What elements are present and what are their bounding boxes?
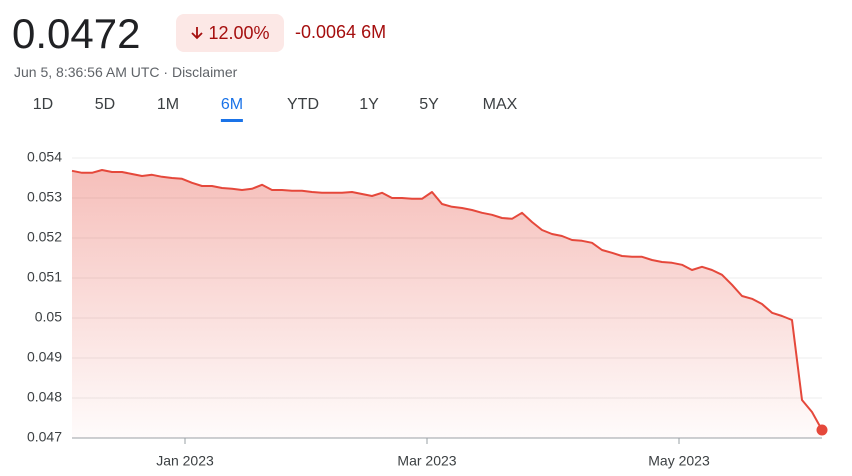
x-tick-label: Jan 2023: [156, 453, 214, 469]
area: [72, 170, 822, 438]
range-tab[interactable]: 1Y: [359, 96, 379, 113]
price-line: [71, 169, 823, 431]
y-tick-label: 0.05: [35, 309, 62, 325]
range-tab[interactable]: YTD: [287, 96, 319, 113]
x-tick-label: May 2023: [648, 453, 710, 469]
range-tab[interactable]: 6M: [220, 96, 244, 122]
price: 0.0472: [12, 10, 141, 57]
range-tab[interactable]: 1M: [156, 96, 180, 113]
change-badge: 12.00%: [176, 14, 284, 52]
change-period: 6M: [361, 22, 387, 42]
y-tick-label: 0.052: [27, 229, 62, 245]
y-tick-label: 0.047: [27, 429, 62, 445]
range-tab[interactable]: 1D: [32, 96, 54, 113]
y-tick-label: 0.051: [27, 269, 62, 285]
change-value: -0.0064: [295, 22, 357, 42]
y-tick-label: 0.048: [27, 389, 62, 405]
subtitle: Jun 5, 8:36:56 AM UTC · Disclaimer: [14, 64, 238, 80]
range-tab[interactable]: 5Y: [419, 96, 439, 113]
change-percent: 12.00%: [208, 22, 270, 43]
y-tick-label: 0.049: [27, 349, 62, 365]
last-point: [816, 424, 828, 436]
down-arrow: [191, 27, 204, 40]
y-tick-label: 0.054: [27, 149, 62, 165]
x-tick-label: Mar 2023: [397, 453, 456, 469]
change-abs: -0.0064 6M: [295, 22, 386, 43]
range-tab[interactable]: MAX: [482, 96, 518, 113]
range-tab[interactable]: 5D: [94, 96, 116, 113]
y-tick-label: 0.053: [27, 189, 62, 205]
